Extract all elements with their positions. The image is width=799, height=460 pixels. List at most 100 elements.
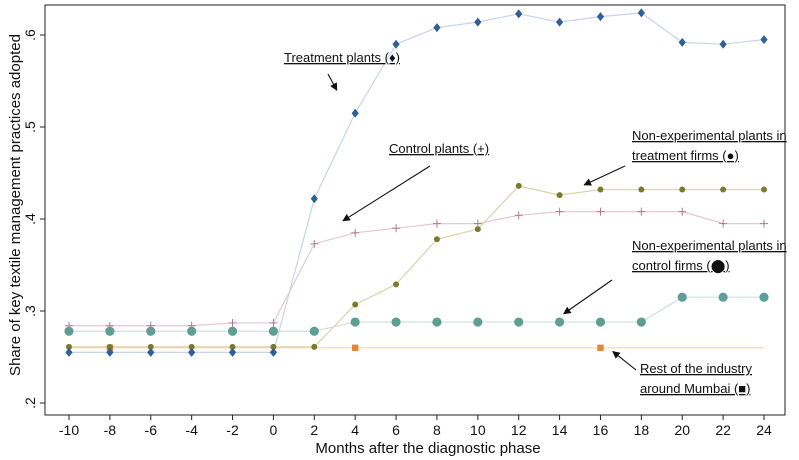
series-3-point-1 [105, 326, 115, 336]
series-3-point-3 [187, 326, 197, 336]
series-1-point-7 [351, 228, 360, 237]
annotation-arrow-2 [583, 165, 626, 186]
series-0-point-0 [65, 347, 73, 357]
series-0-point-11 [515, 9, 523, 19]
series-1-point-4 [228, 318, 237, 327]
series-3-point-6 [309, 326, 319, 336]
x-tick-label-9: 8 [433, 422, 441, 438]
series-1-point-17 [760, 219, 768, 228]
series-0-point-4 [228, 347, 237, 357]
series-1-point-6 [310, 239, 319, 248]
series-3-point-15 [677, 292, 687, 302]
x-tick-label-16: 22 [715, 422, 731, 438]
series-2-point-16 [720, 186, 727, 193]
series-0-point-8 [392, 39, 400, 49]
annotation-2: Non-experimental plants in treatment firm… [583, 128, 787, 186]
annotation-4-line-1: around Mumbai (■) [640, 381, 750, 396]
annotation-1: Control plants (+) [342, 141, 489, 222]
series-1-point-13 [596, 207, 605, 216]
series-3-point-11 [514, 317, 524, 327]
x-tick-label-1: -8 [104, 422, 117, 438]
series-0-point-3 [188, 347, 196, 357]
annotation-3: Non-experimental plants in control firms … [563, 238, 787, 315]
series-2-point-8 [393, 281, 400, 288]
annotation-arrow-0 [327, 73, 338, 91]
series-4-point-1 [351, 344, 359, 351]
annotation-arrow-1 [342, 165, 431, 222]
annotation-4-line-0: Rest of the industry [640, 361, 752, 376]
series-3-point-13 [595, 317, 606, 327]
series-0-point-9 [433, 23, 441, 33]
annotation-2-line-1: treatment firms (●) [632, 148, 739, 163]
series-markers [64, 8, 769, 357]
y-axis-label: Share of key textile management practice… [7, 34, 24, 376]
x-tick-label-12: 14 [552, 422, 568, 438]
series-2-point-9 [433, 236, 440, 243]
series-2-point-4 [229, 343, 236, 350]
series-1-point-1 [105, 321, 114, 330]
series-1-point-10 [473, 219, 482, 228]
y-tick-label-2: .4 [22, 213, 38, 225]
series-3-point-7 [350, 317, 360, 327]
x-tick-label-14: 18 [634, 422, 650, 438]
series-2-point-17 [761, 186, 767, 193]
series-4-point-2 [597, 344, 604, 351]
annotation-3-line-1: control firms (⬤) [632, 258, 730, 274]
series-0-point-2 [147, 347, 155, 357]
series-3-point-9 [432, 317, 442, 327]
series-3-point-16 [718, 292, 728, 302]
y-tick-label-4: .6 [22, 29, 38, 41]
series-2-point-2 [147, 343, 154, 350]
annotation-0: Treatment plants (♦) [284, 50, 400, 91]
series-2-point-10 [474, 226, 481, 233]
series-1-point-8 [392, 224, 401, 233]
x-axis-label: Months after the diagnostic phase [315, 440, 540, 457]
series-0-point-17 [760, 35, 768, 45]
series-3-point-12 [554, 317, 565, 327]
x-tick-label-6: 2 [310, 422, 318, 438]
series-2-point-11 [515, 182, 522, 189]
x-tick-label-3: -4 [185, 422, 198, 438]
y-tick-label-1: .3 [22, 305, 38, 317]
annotation-arrow-4 [612, 351, 637, 371]
series-1-point-9 [432, 219, 441, 228]
series-line-1 [69, 211, 764, 327]
series-line-2 [69, 185, 764, 348]
axes: -10 -8 -6 -4 -2 0 2 4 6 8 10 12 14 16 18 20 22 24.2.3.4.5… [22, 4, 786, 438]
series-2-point-13 [597, 186, 604, 193]
x-tick-label-4: -2 [226, 422, 239, 438]
series-3-point-17 [759, 292, 769, 302]
series-0-point-5 [269, 347, 278, 357]
series-3-point-8 [391, 317, 401, 327]
series-1-point-14 [637, 207, 646, 216]
plot-frame [44, 4, 786, 416]
y-tick-label-0: .2 [22, 397, 38, 409]
series-0-point-16 [719, 39, 727, 49]
series-2-point-15 [679, 186, 686, 193]
series-3-point-0 [64, 326, 74, 336]
series-1-point-0 [65, 321, 73, 330]
annotation-0-line-0: Treatment plants (♦) [284, 50, 400, 65]
annotations: Treatment plants (♦) Control plants (+) No… [284, 50, 787, 396]
series-2-point-6 [311, 343, 318, 350]
series-2-point-1 [106, 343, 113, 350]
series-3-point-14 [636, 317, 646, 327]
series-0-point-13 [596, 12, 605, 22]
series-2-point-12 [556, 192, 563, 199]
x-tick-label-8: 6 [392, 422, 400, 438]
series-0-point-12 [555, 17, 564, 27]
series-2-point-14 [638, 186, 645, 193]
series-2-point-7 [352, 301, 359, 308]
x-tick-label-17: 24 [756, 422, 772, 438]
series-2-point-5 [270, 343, 277, 350]
annotation-3-line-0: Non-experimental plants in [632, 238, 787, 253]
annotation-arrow-3 [563, 279, 613, 315]
series-0-point-14 [637, 8, 645, 18]
series-1-point-5 [269, 318, 278, 327]
series-1-point-15 [678, 207, 687, 216]
series-3-point-5 [268, 326, 279, 336]
series-3-point-2 [146, 326, 156, 336]
series-1-point-16 [719, 219, 728, 228]
series-0-point-6 [310, 194, 318, 204]
